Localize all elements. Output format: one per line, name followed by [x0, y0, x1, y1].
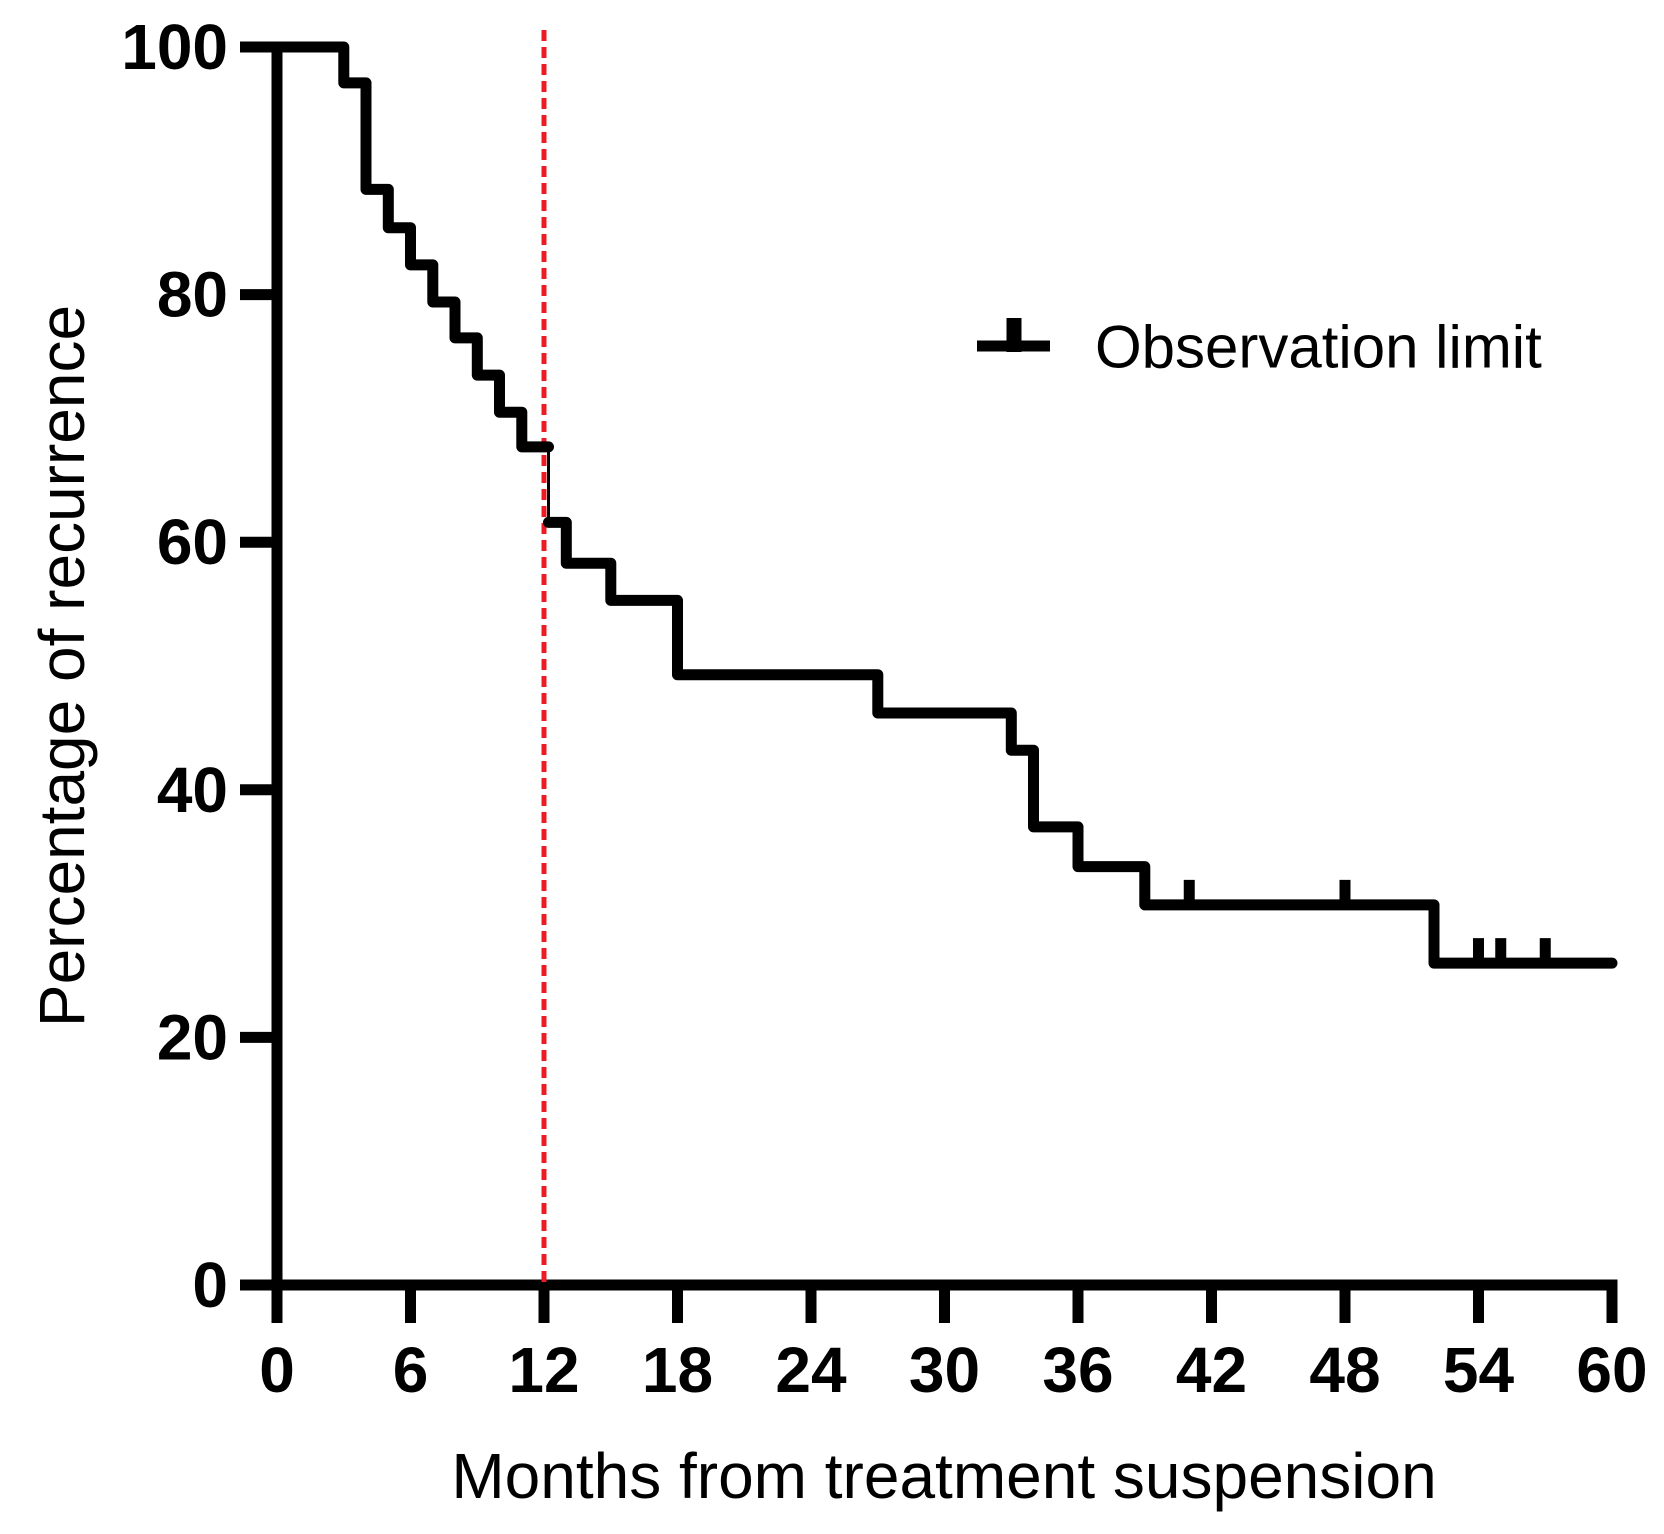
y-axis-title: Percentage of recurrence [26, 305, 98, 1027]
y-tick-label-20: 20 [157, 1001, 228, 1073]
x-tick-label-6: 6 [393, 1334, 429, 1406]
x-tick-label-42: 42 [1176, 1334, 1247, 1406]
x-tick-label-30: 30 [909, 1334, 980, 1406]
legend-label: Observation limit [1095, 314, 1542, 381]
y-tick-label-60: 60 [157, 506, 228, 578]
x-tick-label-60: 60 [1576, 1334, 1647, 1406]
x-tick-label-24: 24 [775, 1334, 847, 1406]
y-tick-label-40: 40 [157, 754, 228, 826]
y-tick-label-80: 80 [157, 259, 228, 331]
x-axis-title: Months from treatment suspension [451, 1440, 1436, 1512]
survival-curve [271, 41, 554, 453]
y-tick-label-0: 0 [192, 1249, 228, 1321]
survival-curve [543, 516, 1618, 969]
x-tick-label-36: 36 [1042, 1334, 1113, 1406]
x-tick-label-0: 0 [259, 1334, 295, 1406]
x-tick-label-48: 48 [1309, 1334, 1380, 1406]
x-tick-label-54: 54 [1443, 1334, 1515, 1406]
x-tick-label-12: 12 [508, 1334, 579, 1406]
y-tick-label-100: 100 [121, 11, 228, 83]
x-tick-label-18: 18 [642, 1334, 713, 1406]
